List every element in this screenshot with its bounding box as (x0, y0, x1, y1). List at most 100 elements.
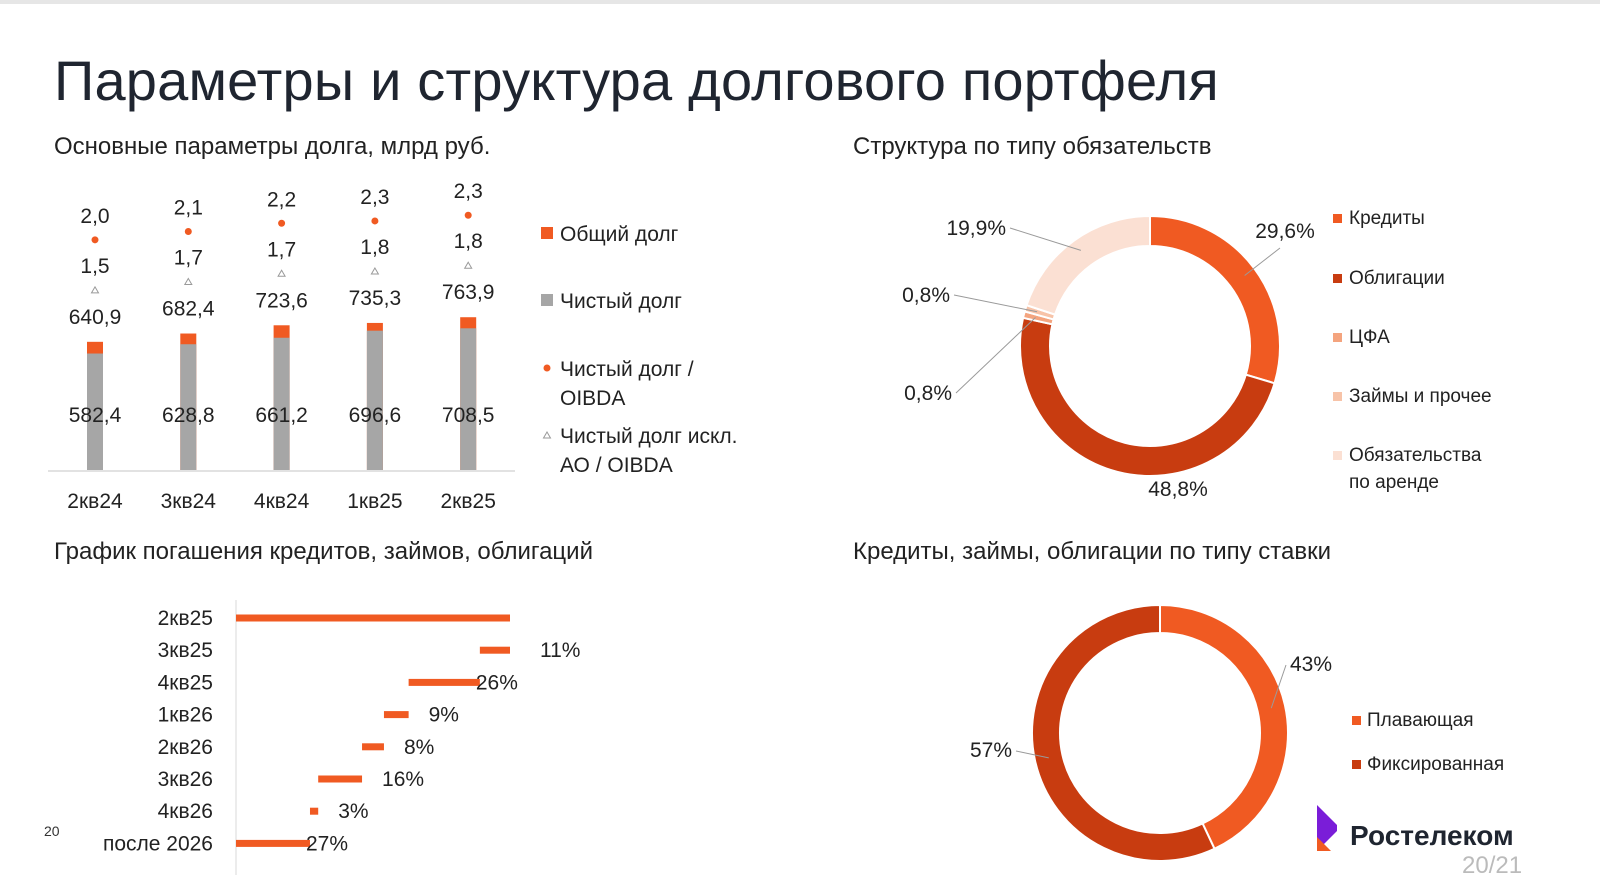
total-debt-label: 640,9 (69, 306, 122, 329)
legend-label: Чистый долг / (560, 358, 694, 381)
liability-structure-title: Структура по типу обязательств (853, 133, 1212, 160)
value-label: 3% (338, 800, 368, 823)
legend-marker (1352, 716, 1361, 725)
net-debt-label: 696,6 (349, 404, 402, 427)
repayment-bar (408, 678, 480, 686)
liability-structure-chart: 29,6% 48,8% 0,8% 0,8% 19,9% Кредиты Облигации Ц… (902, 208, 1492, 501)
marker-net-debt-ex-ao (90, 285, 100, 294)
leverage-ex-ao-label: 1,7 (174, 247, 203, 270)
repayment-bar (383, 711, 409, 719)
value-label: 26% (476, 671, 518, 694)
legend-label: OIBDA (560, 387, 625, 410)
value-label: 9% (429, 704, 459, 727)
marker-net-debt-oibda (371, 217, 379, 225)
rate-type-chart: 43% 57% Плавающая Фиксированная (970, 603, 1504, 862)
page-title: Параметры и структура долгового портфеля (54, 49, 1219, 112)
slice-label: 19,9% (946, 217, 1006, 240)
bar-net-debt (180, 344, 197, 470)
legend-marker (542, 431, 552, 439)
legend-label: Облигации (1349, 268, 1445, 289)
donut-slice (1025, 214, 1151, 316)
legend-label: Фиксированная (1367, 754, 1504, 775)
donut-slice (1159, 603, 1289, 851)
repayment-bar (362, 743, 384, 751)
leader-line (1270, 664, 1287, 709)
legend-marker (1333, 214, 1342, 223)
bar-net-debt (273, 337, 290, 470)
leverage-label: 2,3 (360, 186, 389, 209)
legend-label: Займы и прочее (1349, 386, 1492, 407)
legend-label: Чистый долг (560, 290, 682, 313)
legend-marker (1333, 451, 1342, 460)
legend-label: по аренде (1349, 472, 1439, 493)
slide-counter: 20/21 (1462, 852, 1523, 879)
repayment-bar (309, 807, 319, 815)
value-label: 27% (306, 832, 348, 855)
bar-net-debt (87, 353, 103, 470)
category-label: 3кв25 (158, 639, 213, 662)
category-label: 2кв26 (158, 736, 213, 759)
total-debt-label: 723,6 (255, 289, 308, 312)
repayment-schedule-chart: 2кв25 3кв25 11% 4кв25 26% 1кв26 9% 2кв26 8% 3кв26… (103, 600, 580, 875)
repayment-bar (318, 775, 363, 783)
x-tick-label: 4кв24 (254, 490, 310, 513)
leader-line (1244, 247, 1281, 276)
category-label: 1кв26 (158, 704, 213, 727)
bar-net-debt (460, 328, 477, 470)
legend-marker (1333, 333, 1342, 342)
x-tick-label: 1кв25 (347, 490, 402, 513)
total-debt-label: 682,4 (162, 298, 215, 321)
x-tick-label: 3кв24 (161, 490, 217, 513)
repayment-bar (236, 839, 310, 847)
bar-net-debt (366, 330, 383, 470)
leverage-ex-ao-label: 1,8 (360, 236, 389, 259)
legend-marker (541, 227, 553, 239)
donut-slice (1031, 603, 1216, 862)
category-label: 2кв25 (158, 607, 213, 630)
legend-marker (1333, 392, 1342, 401)
slice-label: 29,6% (1255, 220, 1315, 243)
legend-label: Плавающая (1367, 710, 1474, 731)
category-label: 3кв26 (158, 768, 213, 791)
leverage-ex-ao-label: 1,7 (267, 238, 296, 261)
marker-net-debt-ex-ao (463, 261, 473, 269)
leader-line (955, 317, 1036, 394)
leverage-label: 2,1 (174, 197, 203, 220)
debt-params-title: Основные параметры долга, млрд руб. (54, 133, 491, 160)
leverage-label: 2,3 (454, 180, 483, 203)
legend-label: Общий долг (560, 223, 679, 246)
legend-label: Кредиты (1349, 208, 1425, 229)
marker-net-debt-oibda (184, 228, 192, 236)
leverage-ex-ao-label: 1,5 (80, 255, 109, 278)
legend-label: Чистый долг искл. (560, 425, 737, 448)
legend-marker (543, 364, 551, 372)
net-debt-label: 661,2 (255, 404, 308, 427)
repayment-schedule-title: График погашения кредитов, займов, облиг… (54, 538, 593, 565)
net-debt-label: 582,4 (69, 404, 122, 427)
brand-logo-icon (1317, 805, 1337, 851)
legend-label: ЦФА (1349, 327, 1390, 348)
total-debt-label: 735,3 (349, 287, 402, 310)
legend-label: Обязательства (1349, 445, 1482, 466)
slice-label: 0,8% (902, 284, 950, 307)
marker-net-debt-ex-ao (370, 266, 380, 275)
category-label: 4кв26 (158, 800, 213, 823)
marker-net-debt-oibda (91, 236, 99, 244)
leverage-label: 2,2 (267, 188, 296, 211)
slice-label: 0,8% (904, 382, 952, 405)
leader-line (1009, 227, 1082, 251)
x-tick-label: 2кв24 (67, 490, 123, 513)
category-label: 4кв25 (158, 671, 213, 694)
marker-net-debt-oibda (278, 219, 286, 227)
donut-slice (1019, 316, 1276, 477)
rate-type-title: Кредиты, займы, облигации по типу ставки (853, 538, 1332, 565)
brand-logo-text: Ростелеком (1350, 820, 1514, 851)
slice-label: 43% (1290, 653, 1332, 676)
marker-net-debt-ex-ao (183, 277, 193, 286)
marker-net-debt-oibda (464, 211, 472, 219)
legend-label: АО / OIBDA (560, 454, 673, 477)
slice-label: 48,8% (1148, 478, 1208, 501)
value-label: 8% (404, 736, 434, 759)
page-number: 20 (44, 823, 60, 839)
slice-label: 57% (970, 739, 1012, 762)
